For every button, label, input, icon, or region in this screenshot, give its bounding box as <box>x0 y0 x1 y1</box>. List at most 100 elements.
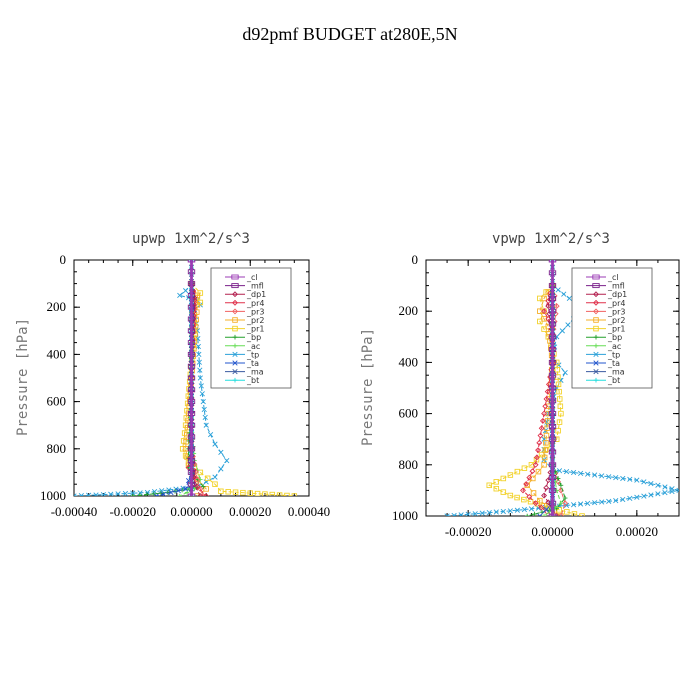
legend-label: _ta <box>607 359 620 368</box>
data-point <box>514 507 520 513</box>
data-point <box>100 491 106 496</box>
legend-label: _mfl <box>607 282 625 291</box>
y-tick-label: 400 <box>399 354 419 369</box>
y-tick-label: 0 <box>60 252 67 267</box>
data-point <box>179 446 186 452</box>
data-point <box>197 375 203 381</box>
legend-box <box>571 267 653 389</box>
data-point <box>196 351 202 358</box>
data-point <box>566 295 572 302</box>
x-tick-label: 0.00000 <box>531 524 573 539</box>
data-point <box>549 513 556 516</box>
data-point <box>579 513 585 516</box>
legend-marker <box>593 368 599 375</box>
legend-label: _bp <box>607 333 622 342</box>
data-point <box>144 489 151 496</box>
legend-label: _dp1 <box>246 290 266 299</box>
data-point <box>507 492 514 499</box>
x-tick-label: 0.00020 <box>616 524 658 539</box>
legend-marker <box>593 334 599 340</box>
data-point <box>558 500 564 506</box>
data-point <box>555 381 562 388</box>
data-point <box>479 510 485 516</box>
data-point <box>599 499 605 505</box>
legend-label: _bt <box>246 376 259 385</box>
data-point <box>532 511 537 516</box>
data-point <box>592 472 598 478</box>
data-point <box>545 303 552 310</box>
data-point <box>108 491 114 496</box>
data-point <box>553 513 560 516</box>
y-tick-label: 600 <box>399 406 419 421</box>
data-point <box>218 488 224 495</box>
legend-marker <box>231 274 239 280</box>
data-point <box>232 489 239 495</box>
data-point <box>527 498 534 505</box>
legend-label: _bt <box>607 376 620 385</box>
y-tick-label: 200 <box>47 299 67 314</box>
data-point <box>528 506 535 512</box>
data-point <box>199 391 205 397</box>
data-point <box>541 410 548 417</box>
data-point <box>532 500 539 507</box>
data-point <box>194 493 201 496</box>
data-point <box>204 475 211 482</box>
legend-marker <box>232 291 238 298</box>
data-point <box>558 410 564 417</box>
y-tick-label: 400 <box>47 346 67 361</box>
data-point <box>544 388 551 395</box>
legend-label: _tp <box>607 350 620 359</box>
data-point <box>676 487 679 494</box>
data-point <box>197 493 204 496</box>
data-point <box>554 366 561 373</box>
data-point <box>284 492 290 496</box>
y-axis-label-vpwp: Pressure [hPa] <box>360 328 376 446</box>
data-point <box>198 477 203 482</box>
data-point <box>212 441 218 447</box>
data-point <box>648 480 654 487</box>
data-point <box>662 484 668 490</box>
data-point <box>555 476 561 481</box>
data-point <box>212 481 218 487</box>
data-point <box>556 419 563 425</box>
data-point <box>554 334 560 340</box>
legend-marker <box>232 317 238 323</box>
data-point <box>535 468 542 475</box>
data-point <box>203 486 209 492</box>
y-tick-label: 0 <box>412 252 419 267</box>
data-point <box>541 513 547 516</box>
data-point <box>549 260 556 263</box>
data-point <box>182 453 189 459</box>
data-point <box>562 500 569 507</box>
data-point <box>543 396 550 402</box>
data-point <box>559 328 565 334</box>
legend-label: _pr1 <box>607 325 625 334</box>
legend-label: _cl <box>607 273 619 282</box>
data-point <box>493 479 500 485</box>
data-point <box>549 513 556 516</box>
legend-label: _ac <box>246 342 260 351</box>
data-point <box>577 470 584 476</box>
data-point <box>486 509 492 516</box>
data-point <box>620 475 626 482</box>
legend-label: _ta <box>246 359 259 368</box>
legend-marker <box>593 343 599 349</box>
data-point <box>655 482 661 488</box>
x-tick-label: -0.00040 <box>51 504 98 519</box>
data-point <box>536 439 543 446</box>
data-point <box>571 511 578 516</box>
data-point <box>538 451 545 458</box>
data-point <box>200 398 206 405</box>
legend-marker <box>593 308 599 315</box>
data-point <box>543 446 550 453</box>
data-point <box>541 308 548 315</box>
data-point <box>648 492 654 498</box>
legend-marker <box>232 368 238 375</box>
legend: _cl_mfl_dp1_pr4_pr3_pr2_pr1_bp_ac_tp_ta_… <box>571 267 653 389</box>
data-point <box>122 490 129 496</box>
data-point <box>444 513 450 516</box>
legend-marker <box>232 351 238 358</box>
data-point <box>606 498 612 504</box>
data-point <box>558 482 564 488</box>
data-point <box>529 468 536 475</box>
